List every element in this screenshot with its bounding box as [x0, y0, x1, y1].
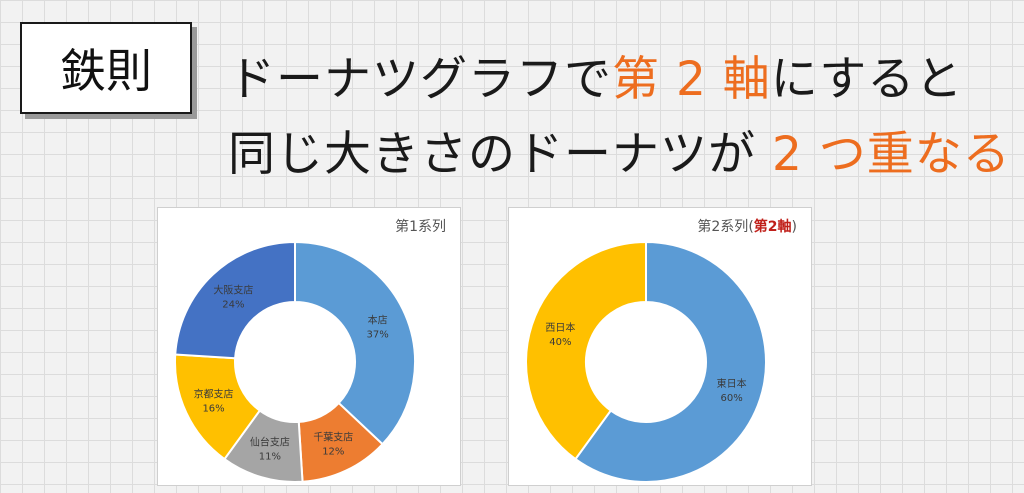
headline-1-pre: ドーナツグラフで [228, 52, 612, 107]
headline-line-1: ドーナツグラフで第 2 軸にすると [228, 40, 963, 109]
slice-label-3: 京都支店 [194, 387, 234, 400]
chart-title-series-1: 第1系列 [395, 216, 446, 236]
headline-line-2: 同じ大きさのドーナツが 2 つ重なる [228, 115, 1011, 184]
headline-1-highlight: 第 2 軸 [612, 52, 771, 107]
slice-label-0: 本店 [368, 313, 388, 326]
chart-title-paren-close: ) [791, 219, 797, 235]
donut-slice-0 [574, 240, 767, 483]
chart-title-text: 第2系列 [697, 219, 749, 235]
slice-value-label-1: 12% [322, 446, 344, 457]
chart-panel-series-2: 第2系列(第2軸) 東日本 60% 西日本 40% [508, 207, 812, 486]
slice-value-label-0: 37% [366, 329, 388, 340]
headline-2-pre: 同じ大きさのドーナツが [228, 127, 772, 182]
slice-value-label-3: 16% [202, 403, 224, 414]
donut-chart-series-1: 本店 37% 千葉支店 12% 仙台支店 11% 京都支店 16% 大阪支店 24% [174, 240, 416, 483]
headline-1-post: にすると [770, 52, 964, 107]
slice-value-label-4: 24% [222, 299, 244, 310]
chart-title-series-2: 第2系列(第2軸) [697, 216, 797, 236]
donut-slice-1 [525, 240, 647, 461]
slice-value-label-0: 60% [720, 393, 742, 404]
slice-label-2: 仙台支店 [250, 435, 290, 448]
chart-title-paren-open: ( [748, 219, 754, 235]
rule-badge: 鉄則 [20, 22, 192, 114]
slice-label-0: 東日本 [717, 377, 747, 390]
donut-slice-4 [174, 240, 296, 360]
slice-label-1: 西日本 [545, 321, 575, 334]
slice-label-4: 大阪支店 [213, 283, 253, 296]
chart-panel-series-1: 第1系列 本店 37% 千葉支店 12% 仙台支店 11% 京都支店 16% 大阪支店 24% [157, 207, 461, 486]
chart-title-text: 第1系列 [395, 219, 446, 235]
slice-value-label-1: 40% [549, 337, 571, 348]
chart-title-secondary-axis: 第2軸 [753, 219, 792, 235]
donut-chart-series-2: 東日本 60% 西日本 40% [525, 240, 767, 483]
slice-label-1: 千葉支店 [313, 430, 353, 443]
slice-value-label-2: 11% [259, 451, 281, 462]
donut-slice-0 [294, 240, 416, 446]
headline-2-highlight: 2 つ重なる [771, 127, 1011, 182]
rule-badge-label: 鉄則 [60, 44, 152, 98]
